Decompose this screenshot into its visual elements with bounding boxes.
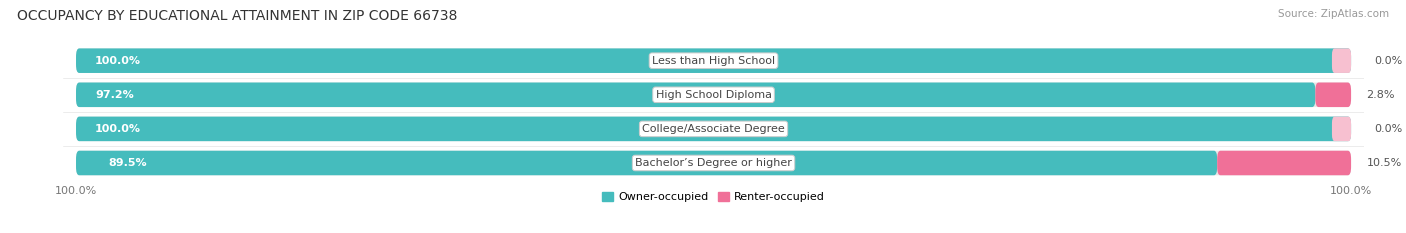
FancyBboxPatch shape [76,116,1351,141]
FancyBboxPatch shape [76,82,1351,107]
Text: 2.8%: 2.8% [1367,90,1395,100]
FancyBboxPatch shape [76,48,1351,73]
Text: Less than High School: Less than High School [652,56,775,66]
FancyBboxPatch shape [76,48,1351,73]
Text: 100.0%: 100.0% [96,56,141,66]
FancyBboxPatch shape [76,151,1218,175]
Text: Source: ZipAtlas.com: Source: ZipAtlas.com [1278,9,1389,19]
Text: 97.2%: 97.2% [96,90,134,100]
FancyBboxPatch shape [1316,82,1351,107]
Text: Bachelor’s Degree or higher: Bachelor’s Degree or higher [636,158,792,168]
FancyBboxPatch shape [1331,116,1351,141]
Text: 0.0%: 0.0% [1374,56,1402,66]
Text: OCCUPANCY BY EDUCATIONAL ATTAINMENT IN ZIP CODE 66738: OCCUPANCY BY EDUCATIONAL ATTAINMENT IN Z… [17,9,457,23]
FancyBboxPatch shape [1331,48,1351,73]
FancyBboxPatch shape [76,151,1351,175]
Legend: Owner-occupied, Renter-occupied: Owner-occupied, Renter-occupied [598,188,830,207]
Text: 10.5%: 10.5% [1367,158,1402,168]
FancyBboxPatch shape [76,116,1351,141]
Text: College/Associate Degree: College/Associate Degree [643,124,785,134]
Text: High School Diploma: High School Diploma [655,90,772,100]
Text: 100.0%: 100.0% [96,124,141,134]
FancyBboxPatch shape [1218,151,1351,175]
FancyBboxPatch shape [76,82,1316,107]
Text: 89.5%: 89.5% [108,158,146,168]
Text: 0.0%: 0.0% [1374,124,1402,134]
